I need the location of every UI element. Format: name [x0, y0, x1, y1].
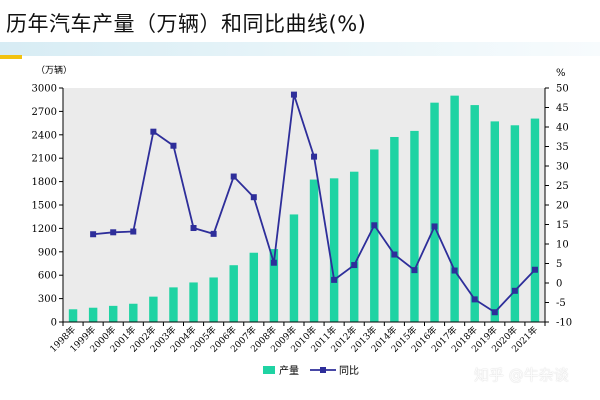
bar-2016年 [430, 102, 439, 322]
bar-2002年 [149, 296, 158, 322]
yoy-point-2013年 [371, 222, 378, 229]
yoy-point-2020年 [511, 287, 518, 294]
yoy-point-2012年 [351, 262, 358, 269]
bar-2003年 [169, 287, 178, 322]
yoy-point-2004年 [190, 225, 197, 232]
yoy-point-2017年 [451, 267, 458, 274]
header-accent-bar [0, 55, 22, 59]
bar-2005年 [209, 277, 218, 322]
yoy-point-2010年 [311, 153, 318, 160]
left-axis-unit: （万辆） [36, 64, 72, 76]
yoy-point-2007年 [250, 194, 257, 201]
bar-2015年 [410, 130, 419, 322]
yoy-point-2000年 [110, 229, 117, 236]
bar-2001年 [129, 303, 138, 322]
header-band [0, 42, 600, 56]
bar-2017年 [450, 95, 459, 322]
bar-2006年 [229, 265, 238, 322]
legend-label-bars: 产量 [279, 364, 299, 377]
bar-2010年 [309, 179, 319, 322]
yoy-point-2001年 [130, 228, 137, 235]
yoy-point-1999年 [90, 231, 97, 238]
left-tick-label: 2400 [32, 130, 57, 141]
yoy-point-2008年 [270, 259, 277, 266]
right-tick-label: -5 [556, 298, 566, 309]
right-tick-label: -10 [556, 318, 572, 329]
legend-label-line: 同比 [339, 365, 359, 377]
watermark-text: 知乎 @牛杂谈 [474, 366, 569, 384]
left-tick-label: 2100 [32, 154, 57, 165]
left-tick-label: 3000 [32, 84, 57, 95]
left-tick-label: 600 [38, 271, 57, 282]
right-axis-unit: % [556, 68, 566, 79]
bar-2007年 [249, 252, 259, 322]
right-tick-label: 5 [556, 259, 562, 270]
yoy-point-2021年 [531, 266, 538, 273]
bar-2018年 [470, 105, 479, 322]
bar-2013年 [370, 149, 379, 322]
right-tick-label: 10 [556, 240, 569, 251]
legend-swatch-bars [263, 366, 275, 374]
yoy-point-2011年 [331, 276, 338, 283]
bar-2009年 [289, 214, 299, 322]
right-tick-label: 35 [556, 142, 569, 153]
bar-2021年 [530, 118, 540, 323]
yoy-point-2009年 [290, 91, 297, 98]
legend-swatch-marker [320, 367, 326, 373]
yoy-point-2015年 [411, 267, 418, 274]
yoy-point-2014年 [391, 251, 398, 258]
right-tick-label: 0 [556, 279, 562, 290]
bar-1998年 [68, 309, 78, 322]
bar-2011年 [329, 178, 339, 322]
bar-2020年 [510, 125, 520, 322]
left-tick-label: 1500 [32, 201, 57, 212]
left-tick-label: 300 [38, 294, 57, 305]
yoy-point-2019年 [491, 309, 498, 316]
right-tick-label: 50 [556, 84, 569, 95]
right-tick-label: 15 [556, 220, 569, 231]
yoy-point-2006年 [230, 173, 237, 180]
right-tick-label: 45 [556, 103, 569, 114]
bar-2012年 [349, 171, 359, 322]
yoy-point-2018年 [471, 296, 478, 303]
bar-2000年 [108, 305, 118, 322]
bar-2004年 [189, 282, 198, 322]
slide-title: 历年汽车产量（万辆）和同比曲线(%) [6, 12, 367, 36]
right-tick-label: 20 [556, 201, 569, 212]
yoy-point-2016年 [431, 223, 438, 230]
bar-2019年 [490, 121, 500, 322]
left-tick-label: 900 [38, 247, 57, 258]
bar-1999年 [88, 307, 98, 322]
right-tick-label: 30 [556, 162, 569, 173]
yoy-point-2003年 [170, 142, 177, 149]
bar-2008年 [269, 249, 279, 322]
right-tick-label: 40 [556, 123, 569, 134]
bar-2014年 [390, 136, 399, 322]
right-tick-label: 25 [556, 181, 569, 192]
left-tick-label: 1200 [32, 224, 57, 235]
left-tick-label: 1800 [32, 177, 57, 188]
yoy-point-2005年 [210, 230, 217, 237]
left-tick-label: 2700 [32, 107, 57, 118]
yoy-point-2002年 [150, 128, 157, 135]
left-tick-label: 0 [51, 318, 57, 329]
